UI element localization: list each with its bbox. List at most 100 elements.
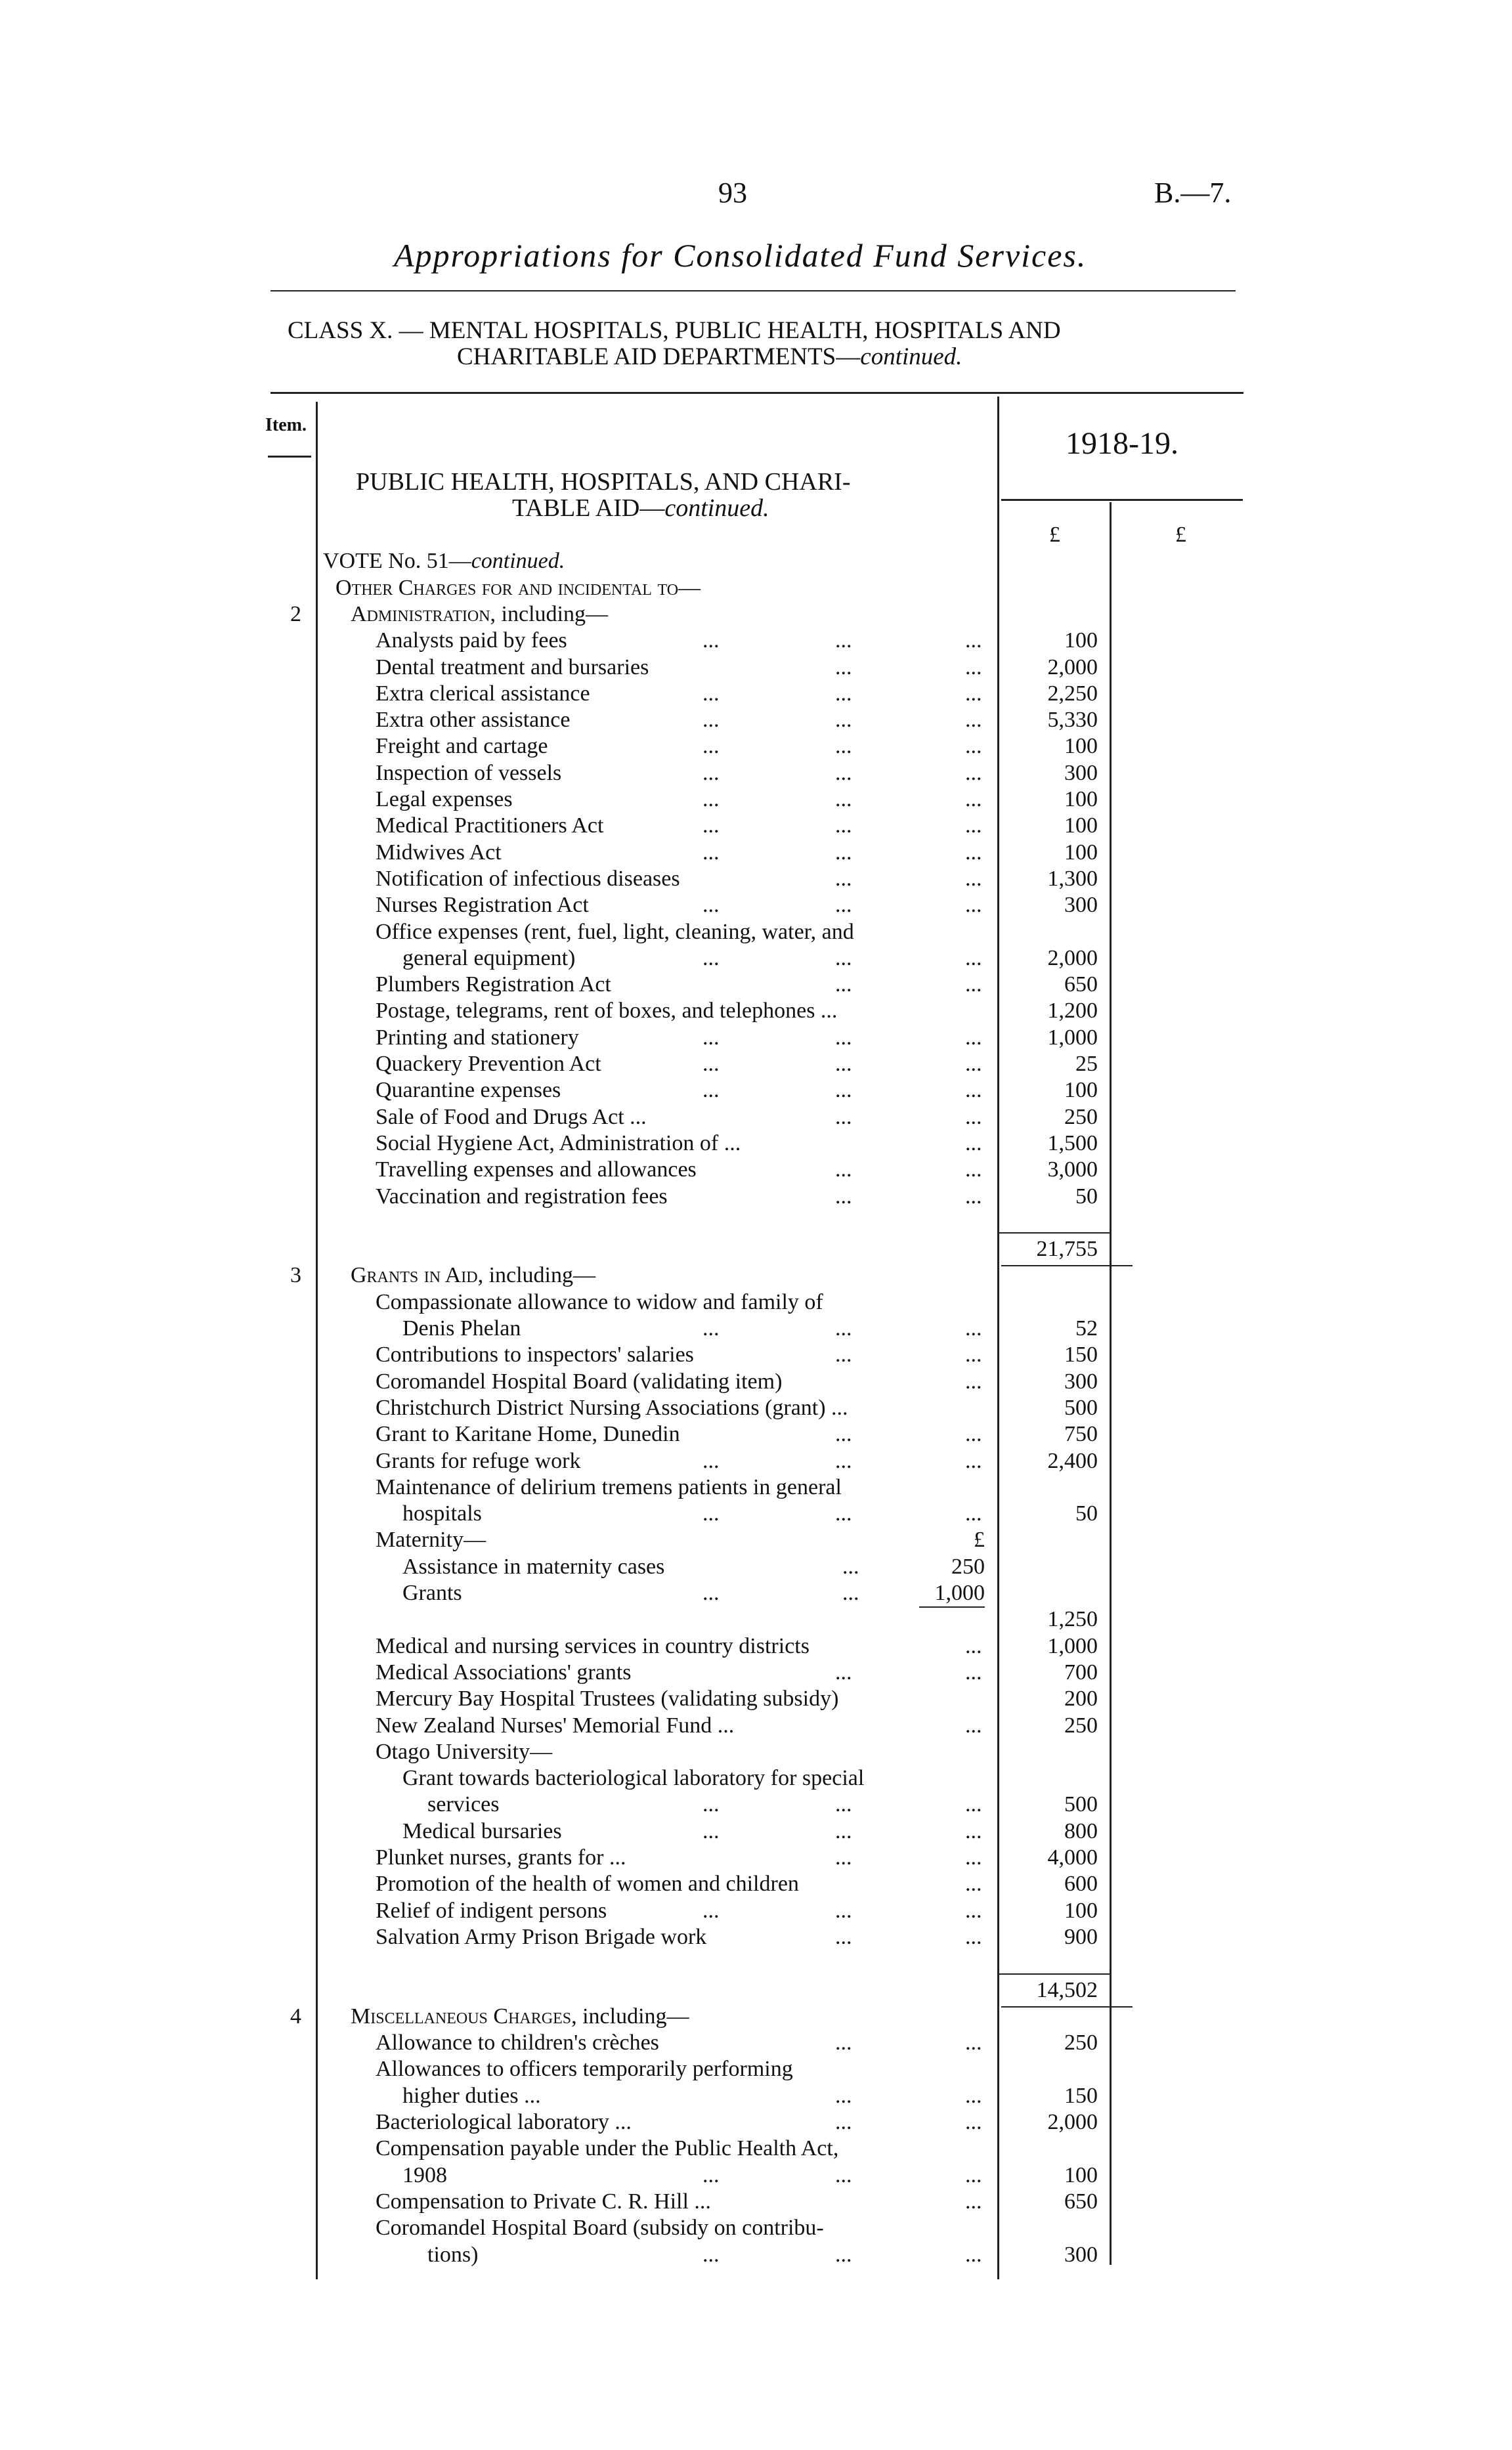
table-row: general equipment) 2,000.........: [0, 945, 1512, 972]
dot-leader: ...: [835, 734, 852, 759]
row-description: higher duties ...: [402, 2083, 541, 2109]
amount: 150: [1064, 1343, 1098, 1367]
amount: 100: [1064, 813, 1098, 838]
table-row: Social Hygiene Act, Administration of ..…: [0, 1130, 1512, 1157]
table-row: Analysts paid by fees 100.........: [0, 628, 1512, 654]
subtotal-rule-above: [999, 1973, 1110, 1975]
amount: 600: [1064, 1872, 1098, 1897]
row-description: Freight and cartage: [376, 733, 548, 760]
table-row: Freight and cartage 100.........: [0, 733, 1512, 760]
row-text-suffix: , including—: [477, 1263, 595, 1288]
row-description: tions): [427, 2242, 478, 2268]
amount: 2,400: [1047, 1448, 1098, 1473]
amount: 1,200: [1047, 999, 1098, 1023]
amount: 100: [1064, 628, 1098, 653]
maternity-sum-rule: [919, 1606, 985, 1608]
table-row: higher duties ... 150......: [0, 2083, 1512, 2109]
currency-header-row: £ £: [0, 522, 1512, 548]
table-row: Medical and nursing services in country …: [0, 1633, 1512, 1660]
dot-leader: ...: [702, 2162, 720, 2187]
subtotal-rule-below: [1001, 1265, 1133, 1267]
row-text: Plunket nurses, grants for ...: [376, 1845, 626, 1870]
row-description: Maintenance of delirium tremens patients…: [376, 1474, 842, 1501]
row-description: Allowances to officers temporarily perfo…: [376, 2056, 793, 2082]
currency-symbol-col2: £: [1175, 523, 1186, 547]
row-text: Miscellaneous Charges: [351, 2004, 572, 2029]
row-description: Inspection of vessels: [376, 760, 561, 786]
table-row: Assistance in maternity cases 250...: [0, 1554, 1512, 1580]
row-description: Salvation Army Prison Brigade work: [376, 1924, 706, 1950]
amount: 650: [1064, 972, 1098, 997]
table-row: Quackery Prevention Act 25.........: [0, 1051, 1512, 1077]
amount: 25: [1075, 1052, 1098, 1076]
row-description: Contributions to inspectors' salaries: [376, 1342, 694, 1368]
row-text: Postage, telegrams, rent of boxes, and t…: [376, 999, 838, 1023]
amount: 800: [1064, 1818, 1098, 1843]
row-text: Compensation payable under the Public He…: [376, 2136, 839, 2161]
row-text: Maternity—: [376, 1528, 486, 1553]
table-row: [0, 1210, 1512, 1236]
row-description: Christchurch District Nursing Associatio…: [376, 1395, 848, 1421]
row-text: Bacteriological laboratory ...: [376, 2110, 632, 2134]
amount: 1,500: [1047, 1130, 1098, 1155]
dot-leader: ...: [702, 760, 720, 785]
dot-leader: ...: [702, 1316, 720, 1341]
row-description: Allowance to children's crèches: [376, 2030, 659, 2056]
sub-amount: £: [974, 1528, 985, 1553]
amount: 50: [1075, 1184, 1098, 1209]
table-row: Allowances to officers temporarily perfo…: [0, 2056, 1512, 2082]
table-row: Printing and stationery 1,000.........: [0, 1025, 1512, 1051]
document-reference: B.—7.: [1154, 177, 1232, 209]
row-text: Sale of Food and Drugs Act ...: [376, 1104, 647, 1129]
amount: 300: [1064, 893, 1098, 918]
table-row: Grants for refuge work 2,400.........: [0, 1448, 1512, 1474]
row-description: Quarantine expenses: [376, 1077, 561, 1104]
dot-leader: ...: [835, 1104, 852, 1129]
table-row: 14,502: [0, 1973, 1512, 2008]
table-row: 1,250: [0, 1606, 1512, 1633]
table-row: VOTE No. 51—continued.: [0, 548, 1512, 574]
dot-leader: ...: [965, 840, 982, 865]
row-description: Sale of Food and Drugs Act ...: [376, 1104, 647, 1130]
row-description: Plumbers Registration Act: [376, 972, 611, 998]
row-description: 1908: [402, 2162, 447, 2189]
subtotal-amount: 14,502: [1036, 1977, 1098, 2002]
row-description: general equipment): [402, 945, 575, 972]
row-text: Administration: [351, 601, 490, 626]
row-text: Assistance in maternity cases: [402, 1554, 665, 1579]
item-number: 4: [290, 2004, 301, 2029]
amount: 4,000: [1047, 1845, 1098, 1870]
dot-leader: ...: [835, 2242, 852, 2267]
row-description: Grant towards bacteriological laboratory…: [402, 1765, 864, 1792]
row-description: Compensation to Private C. R. Hill ...: [376, 2189, 711, 2215]
dot-leader: ...: [965, 2189, 982, 2214]
row-text: Extra clerical assistance: [376, 681, 590, 706]
dot-leader: ...: [702, 681, 720, 706]
dot-leader: ...: [965, 1633, 982, 1658]
row-text: Office expenses (rent, fuel, light, clea…: [376, 919, 854, 944]
row-text-suffix: , including—: [571, 2004, 689, 2029]
dot-leader: ...: [965, 1818, 982, 1843]
row-description: Coromandel Hospital Board (validating it…: [376, 1369, 782, 1395]
row-text: Promotion of the health of women and chi…: [376, 1872, 799, 1897]
row-text: Coromandel Hospital Board (validating it…: [376, 1369, 783, 1394]
amount: 500: [1064, 1395, 1098, 1420]
dot-leader: ...: [965, 2242, 982, 2267]
table-row: hospitals 50.........: [0, 1501, 1512, 1527]
section-heading-continued: continued.: [664, 494, 769, 522]
row-text: Travelling expenses and allowances: [376, 1157, 697, 1182]
dot-leader: ...: [965, 2162, 982, 2187]
dot-leader: ...: [835, 945, 852, 970]
row-description: Miscellaneous Charges, including—: [351, 2004, 689, 2030]
dot-leader: ...: [835, 866, 852, 891]
row-description: Plunket nurses, grants for ...: [376, 1845, 626, 1871]
dot-leader: ...: [965, 708, 982, 733]
row-description: Grants: [402, 1580, 462, 1606]
row-text: Compensation to Private C. R. Hill ...: [376, 2189, 711, 2214]
dot-leader: ...: [835, 893, 852, 918]
dot-leader: ...: [965, 1157, 982, 1182]
row-text: higher duties ...: [402, 2083, 541, 2108]
amount-column-divider: [1110, 502, 1112, 2265]
row-description: Postage, telegrams, rent of boxes, and t…: [376, 998, 837, 1024]
row-description: Social Hygiene Act, Administration of ..…: [376, 1130, 741, 1157]
